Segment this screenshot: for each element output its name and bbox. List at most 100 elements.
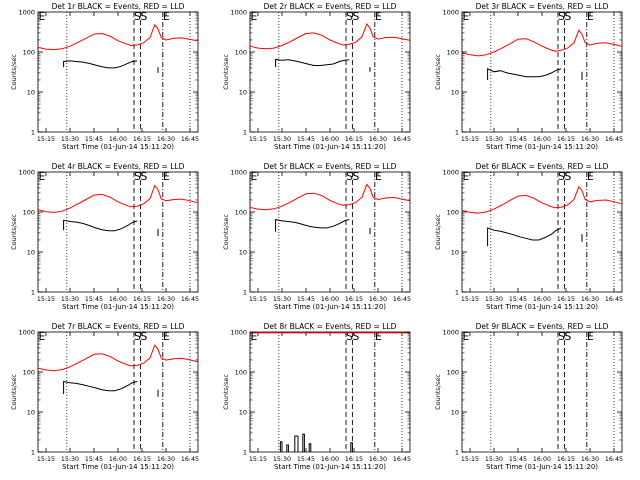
panel-title: Det 7r BLACK = Events, RED = LLD <box>52 322 185 331</box>
y-tick-label: 1 <box>243 129 247 137</box>
y-tick-label: 10 <box>27 249 35 257</box>
x-tick-label: 15:45 <box>509 296 527 303</box>
x-tick-label: 15:15 <box>249 456 267 463</box>
marker-label: E <box>39 170 46 183</box>
plot-frame <box>37 11 199 133</box>
y-tick-label: 1000 <box>442 329 459 337</box>
marker-label: E <box>463 330 470 343</box>
x-tick-label: 16:45 <box>393 136 411 143</box>
y-tick-label: 100 <box>23 369 35 377</box>
y-tick-label: 10 <box>239 249 247 257</box>
marker-label: S <box>134 10 141 23</box>
y-tick-label: 10 <box>239 409 247 417</box>
detector-panel: Det 5r BLACK = Events, RED = LLD 1 10 100 10… <box>222 162 411 311</box>
y-tick-label: 10 <box>451 89 459 97</box>
events-series-line <box>63 380 138 395</box>
lld-series-line <box>37 184 199 213</box>
y-tick-label: 1000 <box>442 9 459 17</box>
detector-panel: Det 8r BLACK = Events, RED = LLD 1 10 100 10… <box>222 322 411 471</box>
panel-title: Det 6r BLACK = Events, RED = LLD <box>476 162 609 171</box>
marker-label: E <box>39 10 46 23</box>
marker-label: S <box>558 170 565 183</box>
marker-label: S <box>352 330 359 343</box>
x-tick-label: 15:30 <box>273 136 291 143</box>
x-axis-label: Start Time (01-Jun-14 15:11:20) <box>486 463 598 471</box>
y-tick-label: 100 <box>447 369 459 377</box>
plot-frame <box>249 11 411 133</box>
panel-title: Det 2r BLACK = Events, RED = LLD <box>264 2 397 11</box>
y-tick-label: 1000 <box>230 9 247 17</box>
panel-title: Det 9r BLACK = Events, RED = LLD <box>476 322 609 331</box>
x-tick-label: 15:15 <box>249 296 267 303</box>
y-axis-label: Counts/sec <box>10 374 18 410</box>
x-axis-label: Start Time (01-Jun-14 15:11:20) <box>62 463 174 471</box>
marker-label: E <box>163 330 170 343</box>
marker-label: S <box>134 330 141 343</box>
x-tick-label: 15:30 <box>273 456 291 463</box>
x-tick-label: 16:15 <box>345 456 363 463</box>
detector-panel: Det 1r BLACK = Events, RED = LLD 1 10 100 10… <box>10 2 199 151</box>
x-tick-label: 15:30 <box>61 136 79 143</box>
x-tick-label: 16:15 <box>133 136 151 143</box>
x-axis-label: Start Time (01-Jun-14 15:11:20) <box>274 303 386 311</box>
lld-series-line <box>249 183 411 211</box>
events-series-line <box>63 219 138 232</box>
plot-frame <box>37 331 199 453</box>
marker-label: S <box>346 170 353 183</box>
events-series-line <box>302 433 305 452</box>
y-tick-label: 1 <box>243 449 247 457</box>
x-tick-label: 16:45 <box>181 456 199 463</box>
x-tick-label: 15:45 <box>85 136 103 143</box>
marker-label: S <box>564 330 571 343</box>
events-series-line <box>275 218 350 232</box>
x-tick-label: 16:30 <box>369 456 387 463</box>
marker-label: S <box>346 330 353 343</box>
y-axis-label: Counts/sec <box>222 54 230 90</box>
y-tick-label: 100 <box>23 49 35 57</box>
marker-label: E <box>251 170 258 183</box>
x-tick-label: 15:45 <box>85 456 103 463</box>
y-tick-label: 100 <box>235 49 247 57</box>
x-tick-label: 15:15 <box>461 296 479 303</box>
panel-title: Det 4r BLACK = Events, RED = LLD <box>52 162 185 171</box>
detector-panel: Det 4r BLACK = Events, RED = LLD 1 10 100 10… <box>10 162 199 311</box>
panel-title: Det 8r BLACK = Events, RED = LLD <box>264 322 397 331</box>
y-axis-label: Counts/sec <box>10 214 18 250</box>
plot-frame <box>461 331 623 453</box>
y-tick-label: 1 <box>31 129 35 137</box>
events-series-line <box>487 227 562 247</box>
x-tick-label: 16:45 <box>605 296 623 303</box>
x-tick-label: 16:30 <box>157 136 175 143</box>
x-tick-label: 16:15 <box>133 296 151 303</box>
y-tick-label: 1 <box>31 289 35 297</box>
x-tick-label: 15:30 <box>485 456 503 463</box>
lld-series-line <box>461 29 623 57</box>
y-tick-label: 1 <box>455 289 459 297</box>
y-axis-label: Counts/sec <box>10 54 18 90</box>
y-tick-label: 1 <box>455 129 459 137</box>
x-tick-label: 15:45 <box>509 136 527 143</box>
marker-label: E <box>39 330 46 343</box>
x-tick-label: 15:30 <box>485 296 503 303</box>
x-tick-label: 15:15 <box>461 456 479 463</box>
marker-label: E <box>587 330 594 343</box>
x-tick-label: 16:30 <box>581 296 599 303</box>
x-tick-label: 16:15 <box>345 296 363 303</box>
x-tick-label: 16:00 <box>533 136 551 143</box>
y-tick-label: 1000 <box>18 9 35 17</box>
y-tick-label: 1 <box>31 449 35 457</box>
lld-series-line <box>249 23 411 50</box>
marker-label: S <box>140 170 147 183</box>
x-axis-label: Start Time (01-Jun-14 15:11:20) <box>274 463 386 471</box>
y-tick-label: 100 <box>447 49 459 57</box>
x-tick-label: 16:00 <box>321 296 339 303</box>
x-tick-label: 16:00 <box>109 456 127 463</box>
marker-label: S <box>352 10 359 23</box>
x-tick-label: 16:45 <box>605 456 623 463</box>
x-tick-label: 16:45 <box>181 136 199 143</box>
x-tick-label: 15:15 <box>461 136 479 143</box>
x-tick-label: 15:45 <box>85 296 103 303</box>
x-tick-label: 16:00 <box>321 456 339 463</box>
y-axis-label: Counts/sec <box>434 214 442 250</box>
